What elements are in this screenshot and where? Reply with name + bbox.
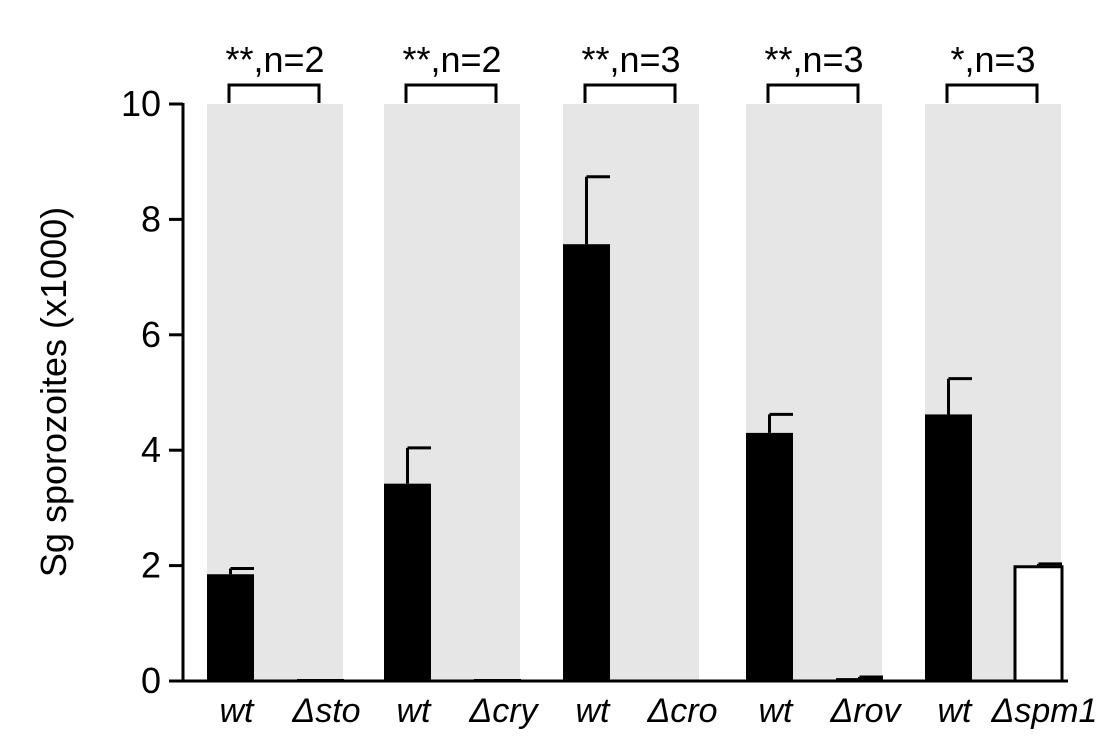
significance-bracket [404, 83, 498, 103]
y-axis [181, 103, 1068, 683]
y-tick-label: 4 [141, 429, 161, 470]
x-category-label: wt [938, 692, 974, 730]
wt-bar [563, 244, 610, 681]
significance-bracket [227, 83, 321, 103]
wt-bar [925, 414, 972, 681]
x-category-label: Δcry [468, 692, 539, 730]
bars [207, 244, 1064, 683]
x-category-label: Δcro [646, 692, 717, 730]
y-tick-label: 0 [141, 660, 161, 701]
y-tick-label: 6 [141, 314, 161, 355]
x-category-label: wt [220, 692, 256, 730]
significance-label: *,n=3 [950, 39, 1035, 80]
x-category-labels: wt Δsto wt Δcry wt Δcro wt Δrov wt Δspm1 [220, 692, 1098, 730]
significance-label: **,n=3 [581, 39, 680, 80]
significance-bracket [945, 83, 1039, 103]
significance-bracket [766, 83, 860, 103]
y-axis-label: Sg sporozoites (x1000) [33, 207, 74, 577]
x-category-label: Δsto [291, 692, 360, 730]
x-category-label: Δspm1 [991, 692, 1098, 730]
wt-bar [207, 574, 254, 681]
wt-bar [384, 483, 431, 681]
y-tick-label: 8 [141, 198, 161, 239]
x-category-label: wt [759, 692, 795, 730]
wt-bar [746, 432, 793, 681]
x-category-label: wt [576, 692, 612, 730]
significance-bracket [583, 83, 677, 103]
mutant-bar [1013, 565, 1064, 683]
y-tick-label: 2 [141, 545, 161, 586]
significance-label: **,n=3 [764, 39, 863, 80]
error-bars [229, 175, 1062, 679]
x-category-label: Δrov [829, 692, 902, 730]
y-tick-label: 10 [121, 83, 161, 124]
significance-label: **,n=2 [225, 39, 324, 80]
x-category-label: wt [397, 692, 433, 730]
significance-annotations: **,n=2 **,n=2 **,n=3 **,n=3 *,n=3 [225, 39, 1039, 103]
significance-label: **,n=2 [402, 39, 501, 80]
y-ticks: 0 2 4 6 8 10 [121, 83, 183, 701]
